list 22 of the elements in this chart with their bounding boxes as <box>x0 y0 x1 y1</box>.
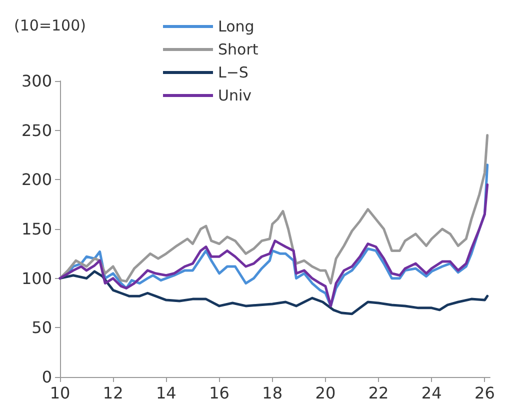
y-tick-label: 300 <box>21 72 52 90</box>
y-tick-label: 0 <box>42 368 52 386</box>
x-tick-label: 18 <box>262 384 283 402</box>
legend-label: L−S <box>218 64 248 82</box>
text: (10=100) <box>14 16 86 34</box>
x-tick-label: 16 <box>209 384 230 402</box>
x-tick-label: 24 <box>421 384 442 402</box>
y-tick-label: 200 <box>21 170 52 190</box>
x-tick-label: 20 <box>315 384 336 402</box>
legend-label: Short <box>218 40 258 58</box>
x-tick-label: 22 <box>368 384 389 402</box>
legend-label: Long <box>218 18 254 36</box>
y-tick-label: 250 <box>21 120 52 140</box>
y-tick-label: 150 <box>21 220 52 238</box>
x-tick-label: 12 <box>102 384 124 402</box>
legend-label: Univ <box>218 86 252 104</box>
x-tick-label: 26 <box>474 384 495 402</box>
y-tick-label: 100 <box>21 268 52 288</box>
x-tick-label: 10 <box>50 384 70 402</box>
x-tick-label: 14 <box>156 384 176 402</box>
line-series <box>58 270 489 316</box>
y-tick-label: 50 <box>32 318 52 338</box>
